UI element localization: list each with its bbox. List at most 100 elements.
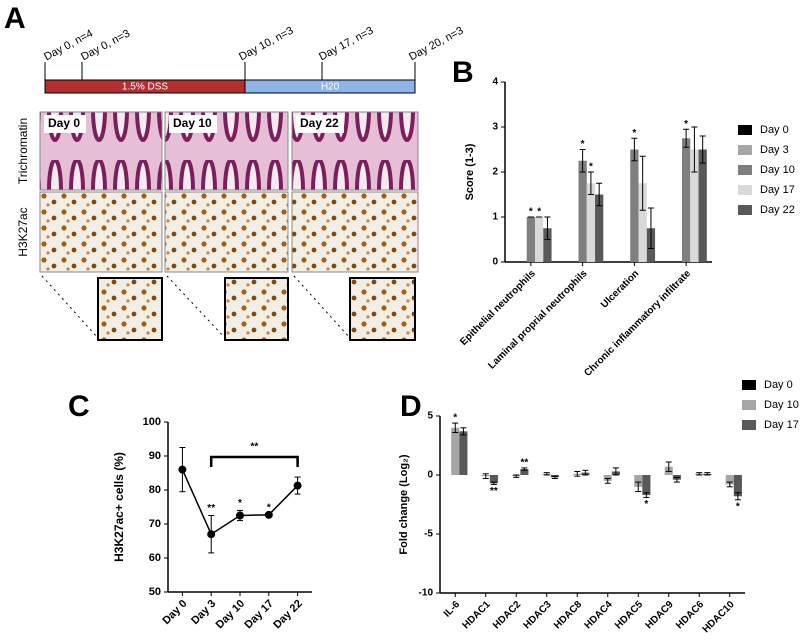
y-tick-label: -5 [424,529,433,540]
bar [526,217,536,262]
significance: * [644,499,648,510]
legend-swatch [738,145,752,155]
y-tick-label: 3 [492,122,498,133]
significance: * [684,119,688,130]
phase-bar [244,79,416,94]
image-label-bg [44,115,86,133]
image-label-bg [169,115,217,133]
timeline-label: Day 10, n=3 [237,25,295,64]
image-label: Day 0 [48,116,80,130]
y-tick-label: 2 [492,167,498,178]
image-label-bg [296,115,344,133]
significance: * [589,162,593,173]
bar [595,194,604,262]
bar [578,160,587,262]
bar [634,475,643,487]
bar [642,475,651,496]
zoom-line [293,275,351,339]
panel-letter: B [452,56,474,89]
legend-label: Day 10 [760,164,795,176]
y-axis-title: Score (1-3) [464,143,476,200]
point [236,511,244,520]
y-tick-label: -10 [419,588,434,599]
bar [520,469,529,475]
legend-label: Day 17 [764,419,799,431]
significance: ** [207,503,215,514]
x-tick-label: HDAC3 [522,599,554,631]
bracket-label: ** [251,442,259,453]
legend-label: Day 0 [760,124,789,136]
x-tick-label: HDAC1 [461,599,493,631]
legend-swatch [742,380,756,390]
phase-label: 1.5% DSS [122,82,168,93]
x-tick-label: Day 0 [160,598,189,627]
zoom-line [41,275,99,339]
bar [638,183,647,262]
y-tick-label: 90 [149,450,161,462]
x-tick-label: Day 22 [271,598,305,632]
timeline-label: Day 17, n=3 [317,25,375,64]
bar [630,149,639,262]
y-tick-label: 80 [149,484,161,496]
y-axis-title: Fold change (Log₂) [398,454,410,555]
legend-swatch [738,185,752,195]
image-label: Day 22 [300,116,339,130]
significance: * [736,501,740,512]
x-tick-label: HDAC8 [552,599,584,631]
point [293,481,302,490]
micrograph [39,191,163,273]
y-tick-label: 60 [149,552,161,564]
legend-label: Day 10 [764,399,799,411]
legend-swatch [738,125,752,135]
legend-label: Day 0 [764,379,793,391]
x-tick-label: Laminal proprial neutrophils [486,268,590,372]
legend-swatch [742,420,756,430]
legend-label: Day 22 [760,204,795,216]
x-tick-label: HDAC2 [491,599,523,631]
legend-swatch [742,400,756,410]
inset [97,277,163,341]
x-tick-label: IL-6 [442,599,463,620]
bar [681,138,691,262]
inset [349,277,416,341]
bar [451,427,460,475]
point [178,465,187,474]
y-tick-label: 50 [149,586,161,598]
legend-swatch [738,165,752,175]
x-tick-label: Day 10 [214,598,248,632]
legend-label: Day 17 [760,184,795,196]
phase-label: H20 [321,82,340,93]
zoom-line [166,275,226,339]
point [264,510,273,519]
bar [603,475,612,481]
panel-a: 1.5% DSS H20 Day 0, n=4 Day 0, n=3 Day 1… [16,25,465,341]
x-tick-label: HDAC10 [701,599,737,635]
inset [224,277,289,341]
y-tick-label: 0 [492,257,498,268]
y-tick-label: 70 [149,518,161,530]
y-tick-label: 0 [427,470,433,481]
significance: * [632,128,636,139]
row-label: Trichromatin [16,118,30,184]
y-tick-label: 4 [492,77,498,88]
significance: * [529,207,533,218]
x-tick-label: HDAC4 [583,599,615,631]
panel-letter: D [400,390,422,423]
legend-swatch [738,205,752,215]
bar [725,475,734,485]
bar [733,475,742,497]
bracket [209,455,299,467]
significance: * [537,207,541,218]
significance: * [267,502,271,513]
significance: * [453,413,457,424]
x-tick-label: HDAC5 [613,599,645,631]
x-tick-label: Chronic inflammatory infiltrate [582,268,693,379]
point [207,530,216,539]
y-tick-label: 1 [492,212,498,223]
significance: ** [520,458,528,469]
y-axis-title: H3K27ac+ cells (%) [112,452,126,562]
significance: * [238,498,242,509]
image-label: Day 10 [173,116,212,130]
bar [543,228,552,262]
